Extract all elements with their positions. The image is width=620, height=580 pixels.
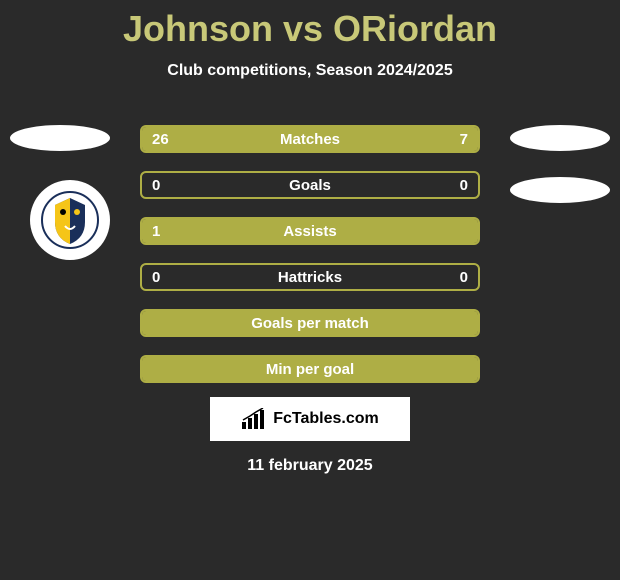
player-right-avatar-1	[510, 125, 610, 151]
footer-brand-text: FcTables.com	[273, 410, 379, 428]
stat-row: Goals per match	[140, 309, 480, 337]
stats-list: 26Matches70Goals01Assists0Hattricks0Goal…	[140, 125, 480, 383]
page-subtitle: Club competitions, Season 2024/2025	[0, 62, 620, 80]
comparison-container: Johnson vs ORiordan Club competitions, S…	[0, 0, 620, 580]
stat-label: Hattricks	[142, 269, 478, 286]
stat-row: 0Hattricks0	[140, 263, 480, 291]
stat-value-right: 0	[460, 177, 468, 194]
stat-value-right: 7	[460, 131, 468, 148]
stat-row: Min per goal	[140, 355, 480, 383]
stat-label: Goals	[142, 177, 478, 194]
stat-row: 1Assists	[140, 217, 480, 245]
stat-label: Goals per match	[142, 315, 478, 332]
stat-label: Matches	[142, 131, 478, 148]
stat-label: Assists	[142, 223, 478, 240]
stat-value-right: 0	[460, 269, 468, 286]
player-left-avatar	[10, 125, 110, 151]
page-title: Johnson vs ORiordan	[0, 8, 620, 50]
club-badge-icon	[30, 180, 110, 260]
footer-brand-logo: FcTables.com	[210, 397, 410, 441]
stat-label: Min per goal	[142, 361, 478, 378]
stat-row: 0Goals0	[140, 171, 480, 199]
date-text: 11 february 2025	[0, 457, 620, 475]
player-right-avatar-2	[510, 177, 610, 203]
stat-row: 26Matches7	[140, 125, 480, 153]
brand-chart-icon	[241, 408, 267, 430]
